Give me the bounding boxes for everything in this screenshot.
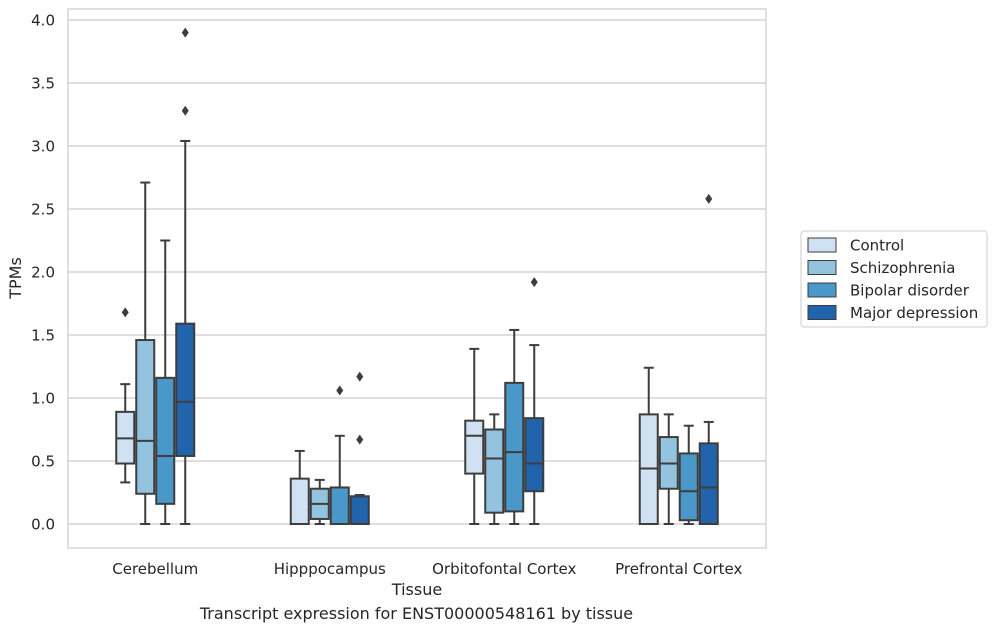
box-groups [115, 27, 719, 526]
outlier-point [181, 105, 189, 116]
y-tick-label: 0.5 [31, 453, 55, 471]
legend-label: Schizophrenia [850, 259, 955, 277]
legend-frame [800, 230, 988, 328]
legend-swatch [807, 305, 837, 320]
legend-swatch [807, 282, 837, 298]
outlier-point [181, 27, 189, 38]
box [155, 376, 176, 505]
outlier-point [121, 307, 129, 318]
y-tick-label: 2.0 [31, 264, 55, 282]
box [329, 486, 350, 525]
legend: Control Schizophrenia Bipolar disorder Majo… [800, 230, 988, 328]
x-tick-label: Prefrontal Cortex [615, 560, 742, 578]
box [135, 339, 156, 495]
plot-frame [67, 8, 767, 549]
x-tick-labels: Cerebellum Hipppocampus Orbitofontal Corte… [112, 560, 742, 578]
box [484, 428, 505, 514]
y-tick-label: 1.5 [31, 327, 55, 345]
x-axis-label: Tissue [391, 580, 442, 599]
y-tick-label: 0.0 [31, 516, 55, 534]
box [698, 442, 719, 525]
x-tick-label: Cerebellum [112, 560, 198, 578]
y-tick-label: 3.5 [31, 75, 55, 93]
y-tick-label: 1.0 [31, 390, 55, 408]
box [289, 477, 310, 526]
y-tick-label: 2.5 [31, 201, 55, 219]
x-tick-label: Orbitofontal Cortex [432, 560, 576, 578]
x-tick-label: Hipppocampus [274, 560, 386, 578]
outlier-point [705, 193, 713, 204]
box [524, 417, 545, 493]
box [175, 322, 196, 457]
legend-swatch [807, 237, 837, 253]
legend-swatch [807, 260, 837, 275]
box [464, 419, 485, 475]
box-group-2 [464, 277, 545, 525]
box-group-0 [115, 27, 196, 525]
legend-label: Control [850, 237, 904, 255]
box [504, 381, 525, 513]
box [678, 452, 699, 522]
y-tick-labels: 0.0 0.5 1.0 1.5 2.0 2.5 3.0 3.5 4.0 [31, 12, 55, 534]
outlier-point [336, 385, 344, 396]
box-group-1 [289, 371, 370, 526]
outlier-point [530, 277, 538, 288]
legend-label: Major depression [850, 304, 978, 322]
y-tick-label: 4.0 [31, 12, 55, 30]
figure-caption: Transcript expression for ENST0000054816… [199, 604, 634, 623]
outlier-point [356, 371, 364, 382]
legend-label: Bipolar disorder [850, 282, 970, 300]
box-group-3 [638, 193, 719, 526]
y-axis-label: TPMs [6, 257, 25, 300]
outlier-point [356, 434, 364, 445]
y-tick-label: 3.0 [31, 138, 55, 156]
box [349, 495, 370, 525]
